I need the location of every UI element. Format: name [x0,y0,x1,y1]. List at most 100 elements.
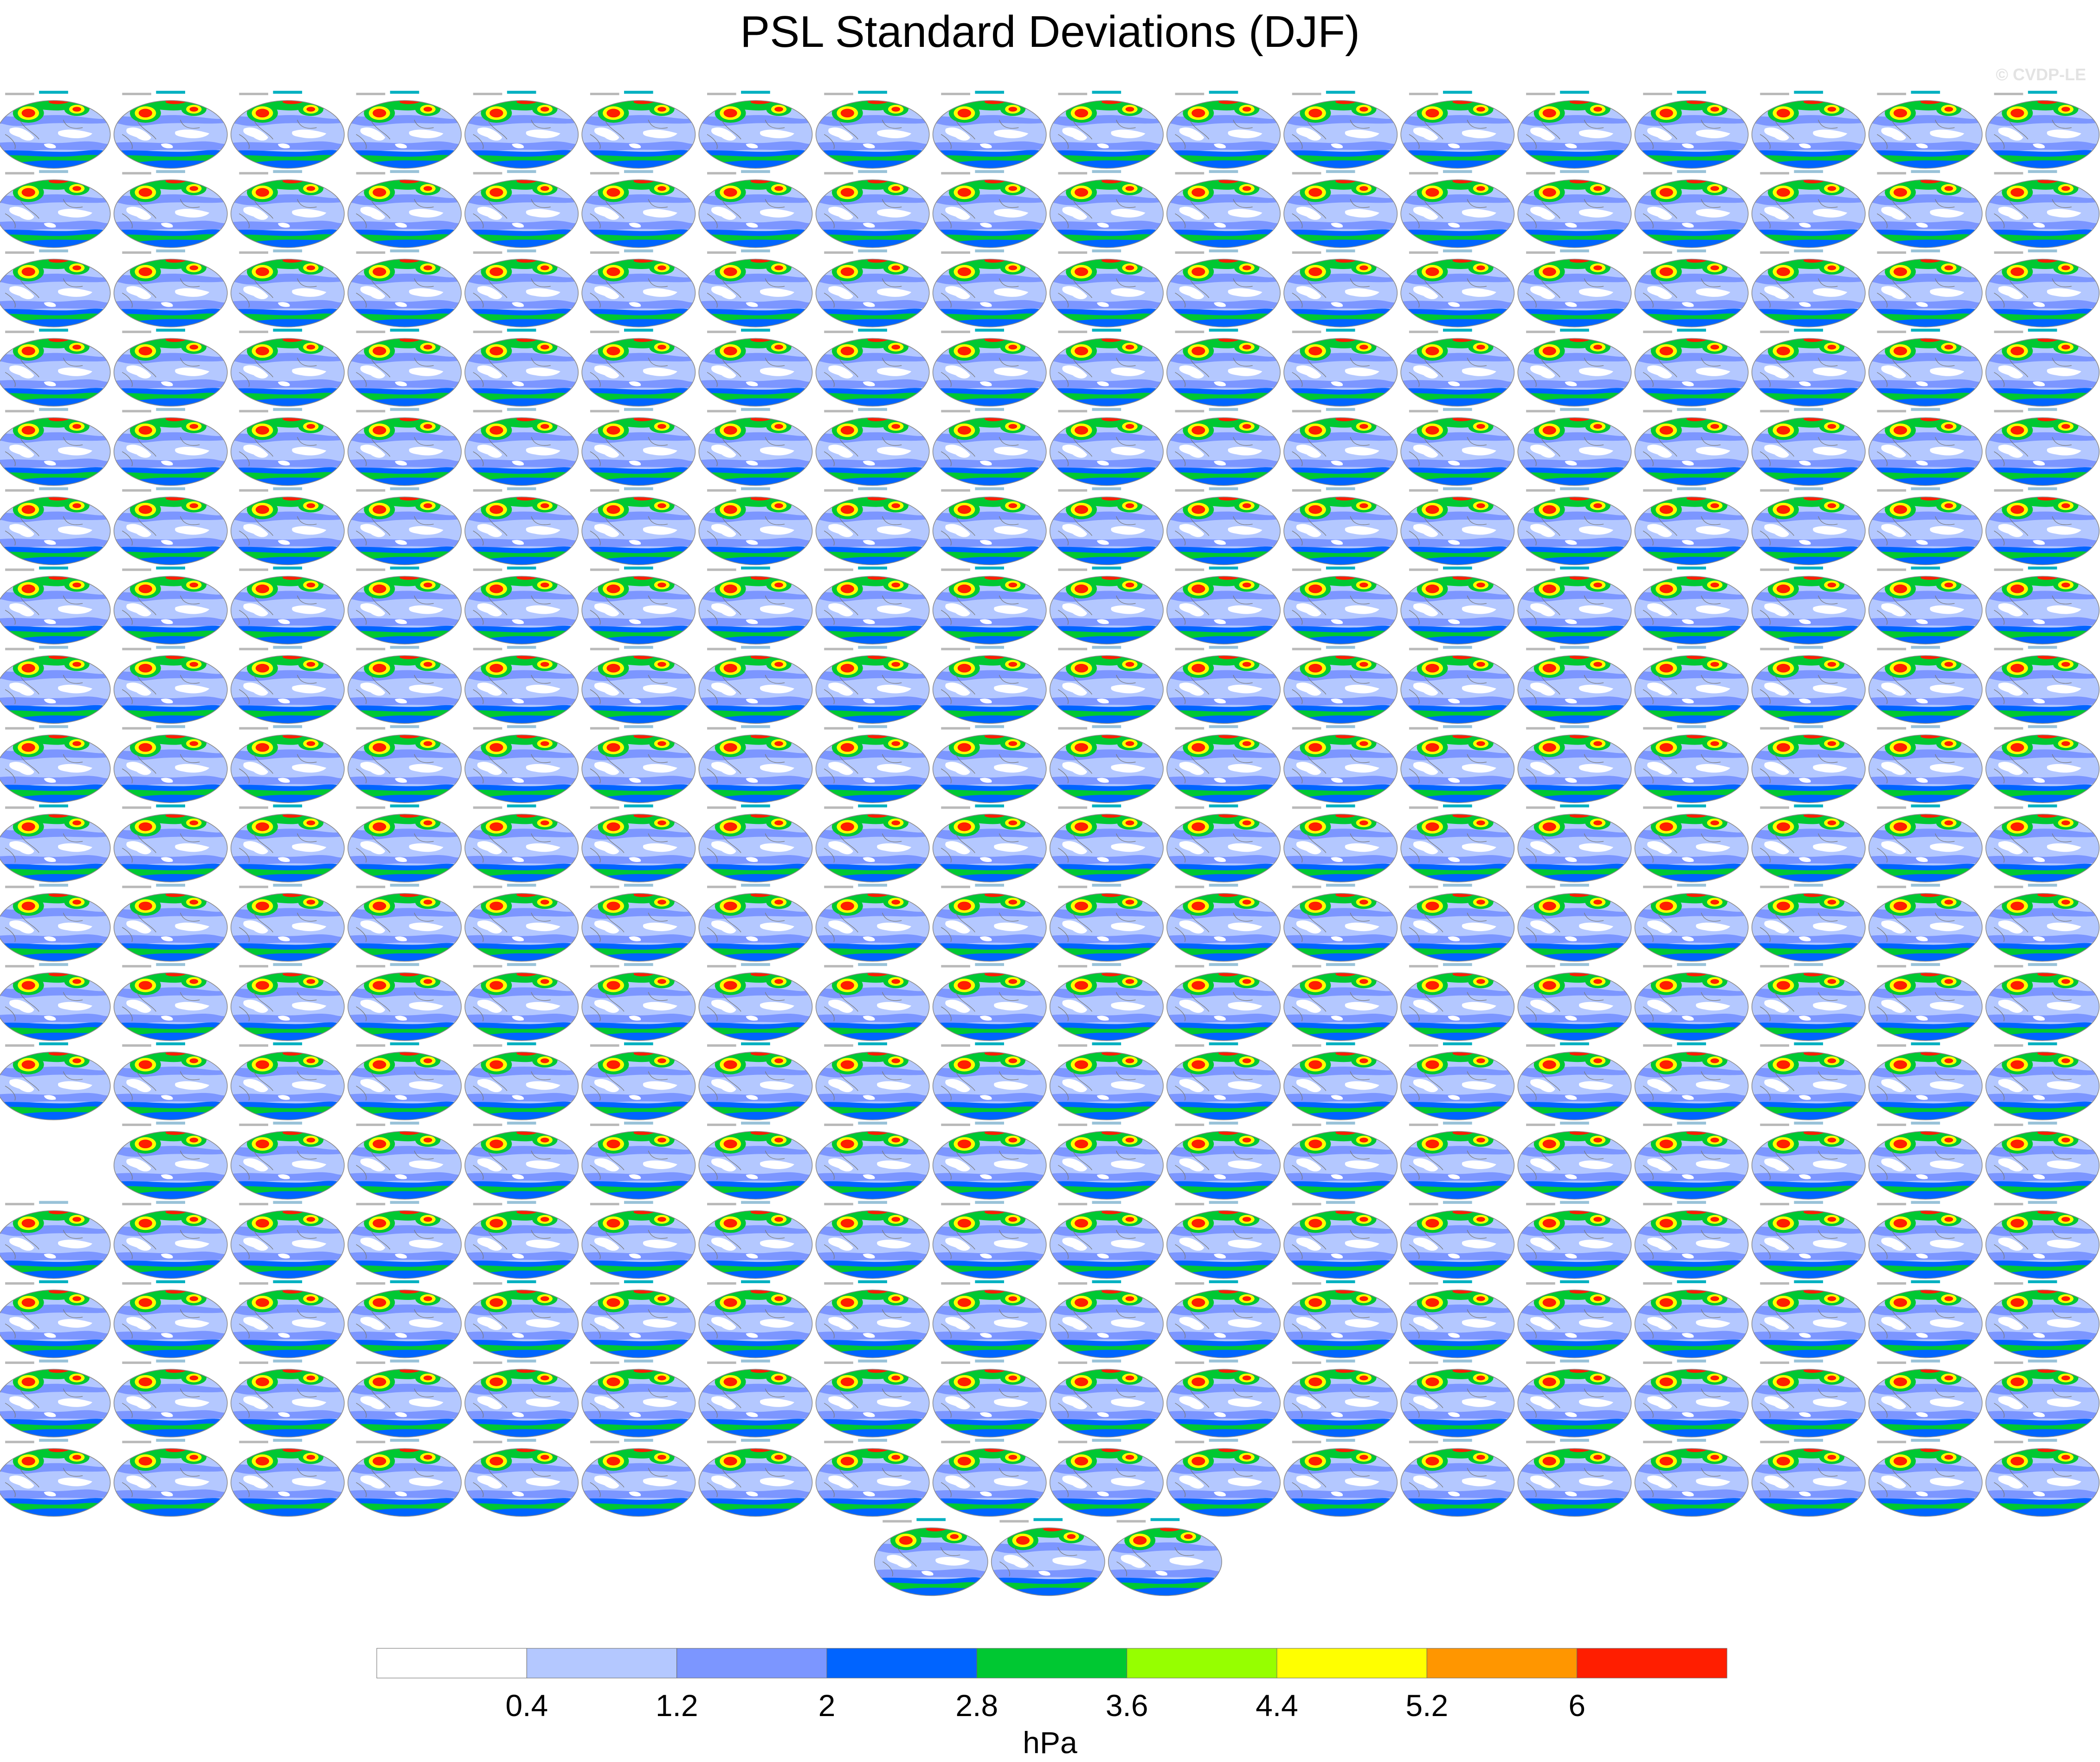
map-panel [230,1359,346,1438]
panel-map [1984,179,2100,248]
map-panel [347,90,463,169]
panel-title-mark [156,1280,186,1283]
panel-subtitle-mark [1409,489,1438,492]
panel-subtitle-mark [122,410,151,412]
panel-subtitle-mark [1292,1282,1321,1285]
panel-map [580,972,697,1042]
map-panel [1984,725,2100,804]
panel-subtitle-mark [941,1361,970,1364]
map-panel [1868,170,1984,249]
panel-subtitle-mark [356,251,386,254]
panel-title-mark [1443,170,1472,173]
map-panel [1516,1439,1633,1517]
map-panel [1049,804,1165,883]
map-panel [1868,487,1984,566]
panel-title-mark [741,1280,770,1283]
panel-map [1633,1051,1750,1121]
map-panel [1633,963,1750,1042]
panel-subtitle-mark [1877,172,1907,175]
map-panel [697,646,814,724]
panel-row [0,408,2100,486]
panel-title-mark [1326,1359,1355,1363]
panel-map [1399,1447,1516,1517]
map-panel [347,883,463,962]
map-panel [1751,487,1867,566]
map-panel [0,328,112,407]
panel-subtitle-mark [1877,92,1907,96]
map-panel [0,804,112,883]
panel-map [697,496,814,566]
panel-map [230,179,346,248]
panel-title-mark [1677,408,1706,411]
panel-subtitle-mark [707,806,736,809]
panel-subtitle-mark [1760,1440,1790,1443]
panel-title-mark [390,1359,419,1363]
panel-subtitle-mark [707,330,736,333]
panel-subtitle-mark [1526,886,1555,888]
panel-title-mark [507,328,536,332]
map-panel [580,646,697,724]
panel-title-mark [1209,963,1238,966]
panel-title-mark [975,1121,1005,1125]
panel-map [1282,1051,1399,1121]
map-panel [464,328,580,407]
panel-map [464,258,580,328]
map-panel [464,804,580,883]
panel-title-mark [741,170,770,173]
panel-map [0,972,112,1042]
panel-map [1282,575,1399,645]
panel-subtitle-mark [356,965,386,968]
panel-subtitle-mark [239,172,269,175]
panel-title-mark [1209,1201,1238,1204]
panel-subtitle-mark [824,172,853,175]
panel-title-mark [390,1280,419,1283]
panel-map [464,337,580,407]
panel-map [347,1051,463,1121]
panel-title-mark [1560,1439,1589,1442]
panel-map [1516,1447,1633,1517]
panel-subtitle-mark [1643,568,1672,571]
panel-subtitle-mark [1643,886,1672,888]
map-panel [1633,804,1750,883]
panel-subtitle-mark [1877,1361,1907,1364]
panel-map [931,100,1048,169]
map-panel [1984,804,2100,883]
panel-map [1751,734,1867,804]
panel-map [931,813,1048,883]
panel-map [1751,496,1867,566]
panel-map [347,972,463,1042]
panel-subtitle-mark [707,568,736,571]
panel-row [0,328,2100,407]
panel-map [112,179,229,248]
panel-title-mark [858,725,887,728]
panel-title-mark [39,963,68,966]
panel-map [112,813,229,883]
panel-map [347,1209,463,1279]
panel-subtitle-mark [1877,1123,1907,1126]
panel-subtitle-mark [1994,965,2023,968]
map-panel [697,566,814,645]
panel-map [1751,100,1867,169]
map-panel [112,963,229,1042]
panel-subtitle-mark [5,568,34,571]
map-panel [0,566,112,645]
panel-title-mark [156,1359,186,1363]
panel-map [1633,258,1750,328]
panel-title-mark [39,566,68,570]
map-panel [1984,328,2100,407]
panel-map [464,179,580,248]
panel-map [1166,417,1282,486]
map-panel [112,566,229,645]
map-panel [814,249,931,328]
panel-title-mark [1326,1121,1355,1125]
panel-subtitle-mark [239,886,269,888]
panel-subtitle-mark [1409,1123,1438,1126]
map-panel [0,90,112,169]
panel-title-mark [273,566,303,570]
panel-subtitle-mark [590,1203,619,1206]
map-panel [1399,1280,1516,1359]
colorbar-tick-label: 4.4 [1256,1688,1298,1723]
panel-subtitle-mark [1994,1203,2023,1206]
map-panel [814,963,931,1042]
panel-map [1984,417,2100,486]
